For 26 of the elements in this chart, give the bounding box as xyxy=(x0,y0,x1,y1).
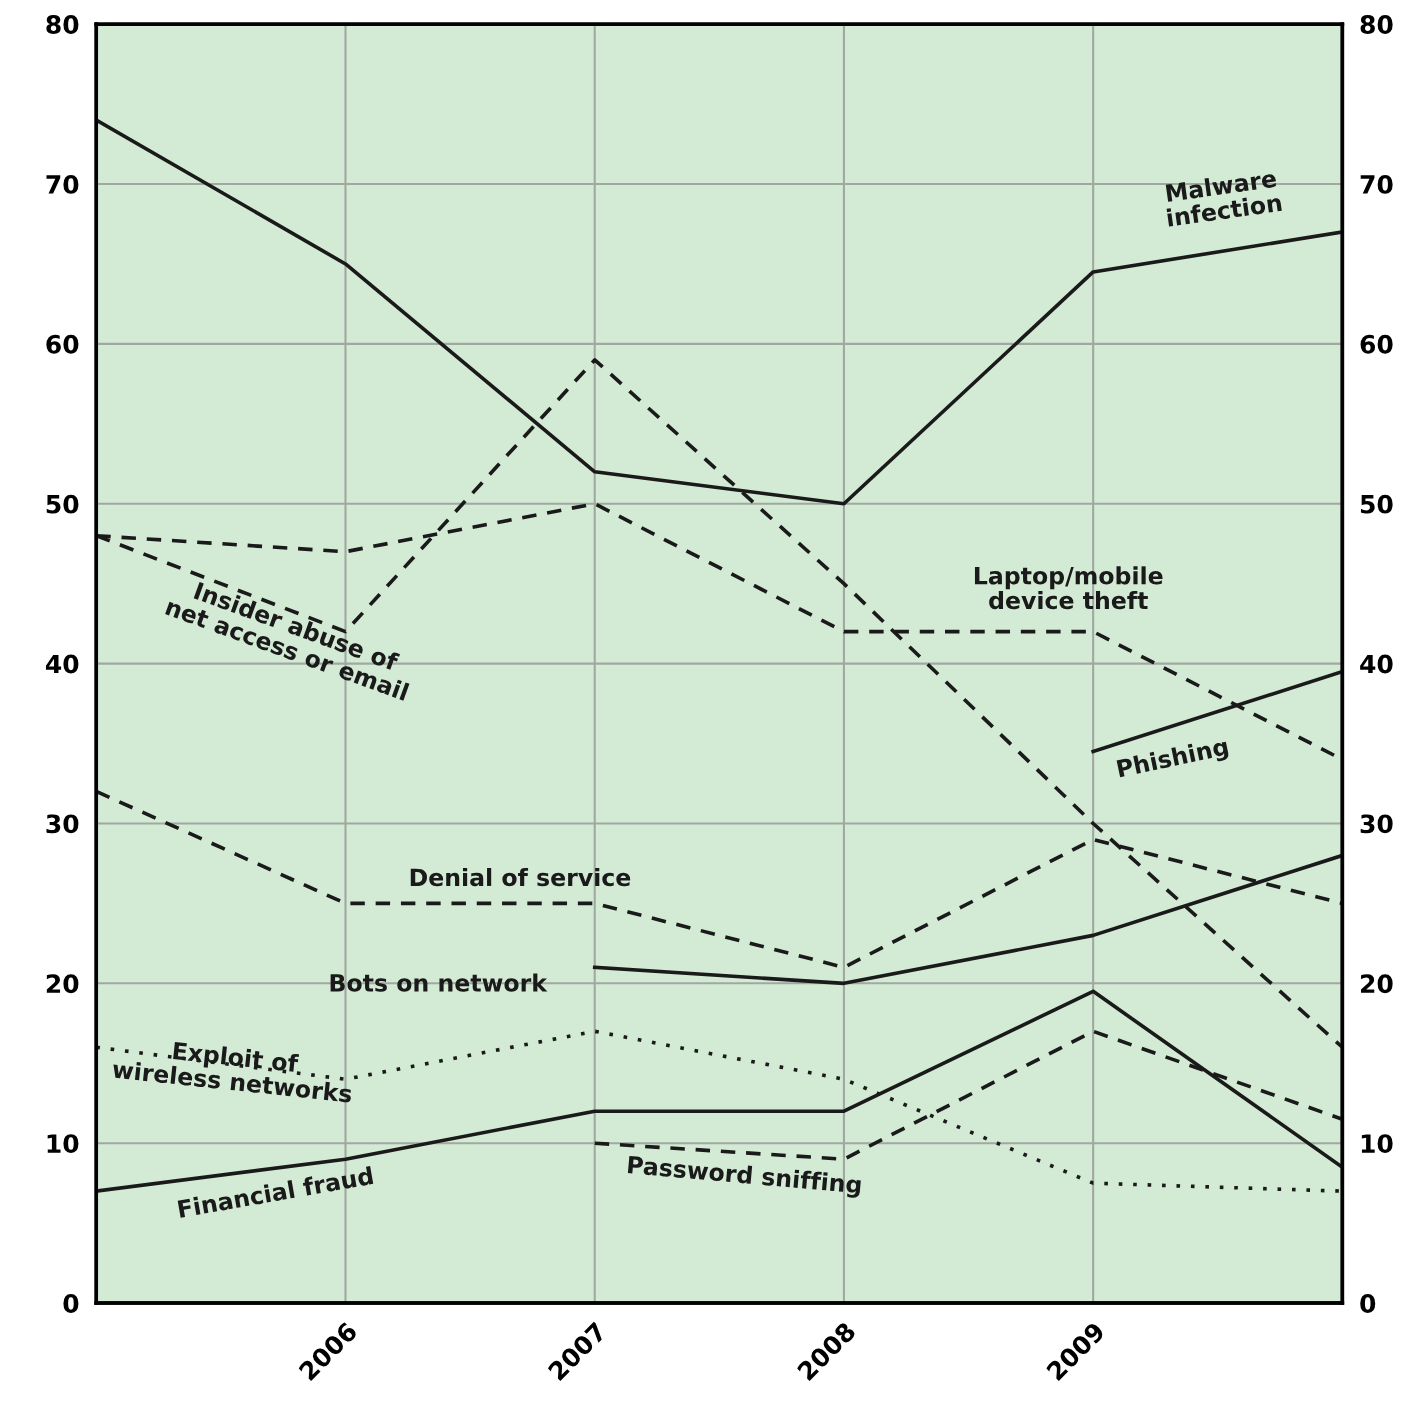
series-label: Password sniffing xyxy=(627,1155,862,1199)
text: Exploit of wireless networks xyxy=(112,1041,353,1103)
y-tick-label: 30 xyxy=(46,814,79,834)
y2-tick-label: 50 xyxy=(1360,494,1393,514)
y2-tick-label: 20 xyxy=(1361,974,1393,994)
y2-tick-label: 30 xyxy=(1360,814,1393,834)
y-tick-label: 10 xyxy=(47,1134,79,1154)
y-tick-label: 60 xyxy=(46,334,79,354)
y-tick-label: 50 xyxy=(46,494,79,514)
text: Malware infection xyxy=(1165,168,1282,227)
y2-tick-label: 80 xyxy=(1360,15,1393,35)
series-label: Denial of service xyxy=(410,868,631,887)
y2-tick-label: 0 xyxy=(1360,1294,1376,1313)
y2-tick-label: 10 xyxy=(1361,1134,1393,1154)
text: Financial fraud xyxy=(177,1166,374,1219)
text: Bots on network xyxy=(330,973,548,992)
y-tick-label: 80 xyxy=(46,15,79,35)
y-tick-label: 40 xyxy=(45,654,79,674)
y2-tick-label: 40 xyxy=(1360,654,1393,674)
series-label: Laptop/mobile device theft xyxy=(974,566,1163,610)
text: Phishing xyxy=(1116,736,1230,783)
y2-tick-label: 70 xyxy=(1360,174,1393,194)
y2-tick-label: 60 xyxy=(1360,334,1393,354)
y-tick-label: 70 xyxy=(46,174,79,194)
y-tick-label: 0 xyxy=(63,1294,79,1313)
y-tick-label: 20 xyxy=(46,974,79,994)
